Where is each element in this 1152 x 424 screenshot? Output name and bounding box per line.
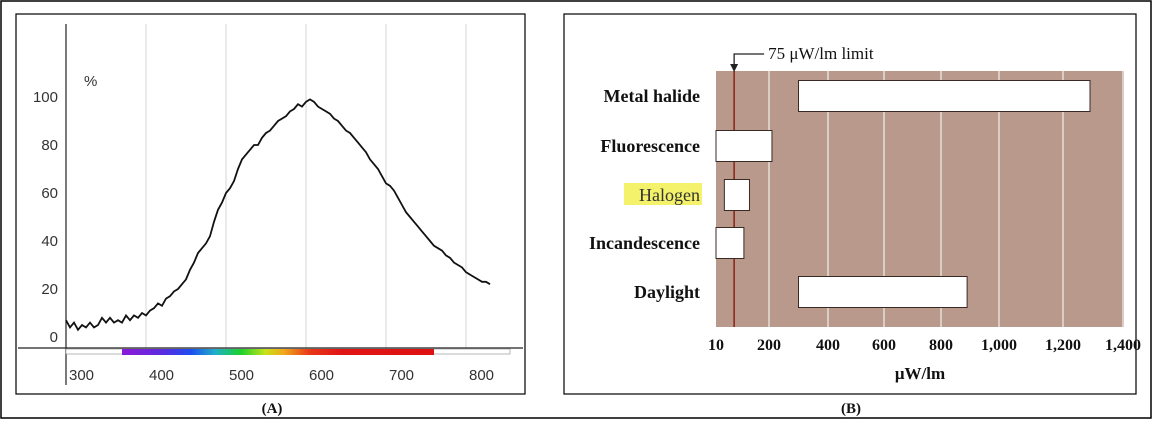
panel-b-grid: [768, 71, 1124, 327]
range-bar: [715, 227, 745, 259]
panel-a-y-tick-label: 20: [41, 281, 58, 298]
panel-a-frame: [15, 13, 526, 395]
panel-a-y-tick-label: 100: [33, 89, 58, 106]
panel-a-y-tick-label: 60: [41, 185, 58, 202]
panel-a: 0 20 40 60 80 100 % 300 400 500 600 700 800: [15, 13, 526, 395]
range-bar: [798, 80, 1091, 112]
panel-a-y-unit: %: [84, 73, 97, 90]
range-bar: [715, 130, 773, 162]
panel-b-x-ticks: 10 200 400 600 800 1,000 1,200 1,400: [708, 337, 1141, 354]
panel-b-categories: Metal halide Fluorescence Halogen Incandesc…: [589, 86, 702, 302]
panel-b-caption: (B): [841, 401, 861, 417]
panel-a-y-tick-label: 0: [50, 329, 58, 346]
category-highlight: [624, 183, 702, 205]
spectrum-band: [65, 348, 511, 355]
panel-a-x-tick-label: 300: [69, 367, 94, 384]
panel-b-x-label: μW/lm: [895, 364, 945, 383]
panel-a-x-tick-label: 700: [389, 367, 414, 384]
category-label: Fluorescence: [600, 136, 700, 156]
panel-a-y-ticks: 0 20 40 60 80 100: [33, 89, 58, 346]
limit-arrow-head: [730, 64, 739, 72]
panel-a-x-tick-label: 400: [149, 367, 174, 384]
panel-a-caption: (A): [262, 401, 283, 417]
category-label: Incandescence: [589, 233, 700, 253]
limit-annotation: 75 μW/lm limit: [730, 44, 874, 72]
panel-b-x-tick-label: 200: [757, 337, 781, 354]
category-label: Halogen: [639, 185, 700, 205]
category-label: Daylight: [634, 282, 700, 302]
panel-a-y-tick-label: 80: [41, 137, 58, 154]
panel-b-x-tick-label: 1,000: [981, 337, 1017, 354]
spectrum-line: [65, 98, 491, 332]
panel-a-x-tick-label: 800: [469, 367, 494, 384]
range-bar: [798, 276, 968, 308]
panel-b-x-tick-label: 1,200: [1045, 337, 1081, 354]
panel-a-grid: [18, 24, 523, 385]
limit-arrow: [733, 53, 765, 66]
panel-b-x-tick-label: 400: [816, 337, 840, 354]
category-label: Metal halide: [604, 86, 701, 106]
panel-b: Metal halide Fluorescence Halogen Incandesc…: [563, 13, 1141, 395]
panel-b-x-tick-label: 800: [929, 337, 953, 354]
limit-label: 75 μW/lm limit: [768, 44, 874, 63]
range-bar: [723, 179, 750, 211]
panel-a-x-tick-label: 600: [309, 367, 334, 384]
panel-b-bars: [715, 80, 1091, 308]
panel-a-x-ticks: 300 400 500 600 700 800: [69, 367, 494, 384]
panel-a-y-tick-label: 40: [41, 233, 58, 250]
panel-a-x-tick-label: 500: [229, 367, 254, 384]
panel-b-x-tick-label: 1,400: [1105, 337, 1141, 354]
panel-b-x-tick-label: 10: [708, 337, 724, 354]
spectrum-colors: [122, 349, 434, 355]
panel-b-x-tick-label: 600: [872, 337, 896, 354]
